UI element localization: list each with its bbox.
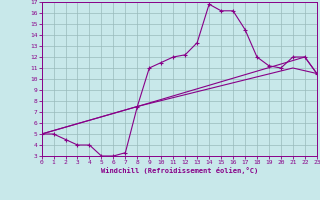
X-axis label: Windchill (Refroidissement éolien,°C): Windchill (Refroidissement éolien,°C) — [100, 167, 258, 174]
